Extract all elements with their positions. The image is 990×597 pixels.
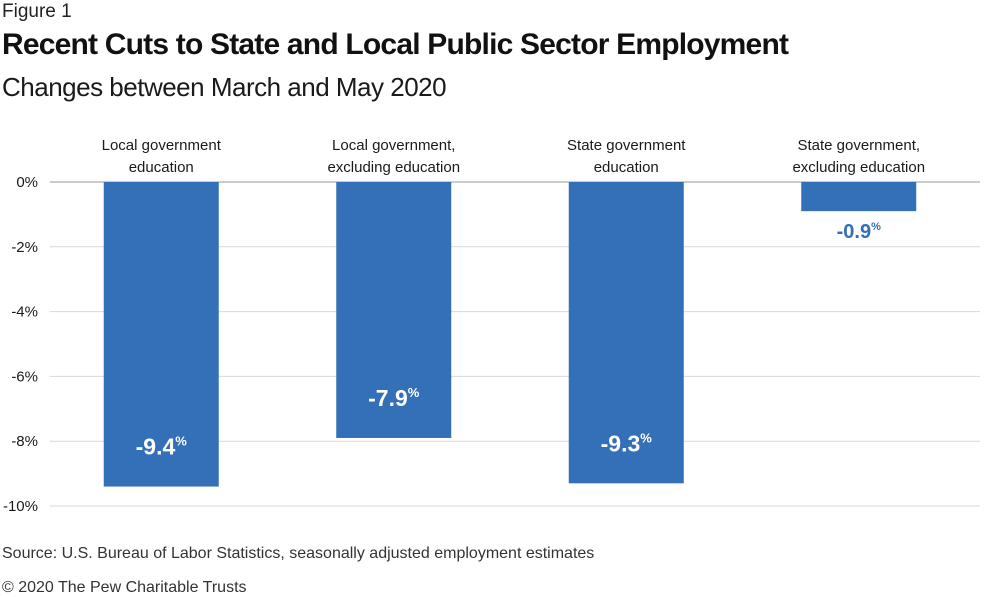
y-tick-label: -10% [3,498,38,515]
value-label: -0.9% [837,221,881,243]
source-note: Source: U.S. Bureau of Labor Statistics,… [2,545,595,562]
value-label: -9.3% [601,430,653,456]
y-tick-label: -4% [11,304,38,321]
bar [801,182,917,212]
bar [568,182,684,484]
category-label: education [129,159,194,176]
chart-subtitle: Changes between March and May 2020 [2,72,447,102]
y-tick-label: -2% [11,239,38,256]
chart-title: Recent Cuts to State and Local Public Se… [2,28,789,61]
category-label: excluding education [792,159,925,176]
category-label: excluding education [327,159,460,176]
y-tick-label: -6% [11,368,38,385]
bar [336,182,452,438]
category-label: State government, [797,137,920,154]
copyright-note: © 2020 The Pew Charitable Trusts [2,579,247,596]
y-tick-label: 0% [16,174,38,191]
value-label: -7.9% [368,385,420,411]
category-label: Local government [102,137,222,154]
category-label: Local government, [332,137,455,154]
category-label: State government [567,137,686,154]
category-label: education [594,159,659,176]
y-tick-label: -8% [11,433,38,450]
figure-label: Figure 1 [2,1,72,22]
bar [103,182,219,487]
value-label: -9.4% [136,434,188,460]
bar-chart: 0% -2% -4% -6% -8% -10% Local government educat… [3,137,980,515]
